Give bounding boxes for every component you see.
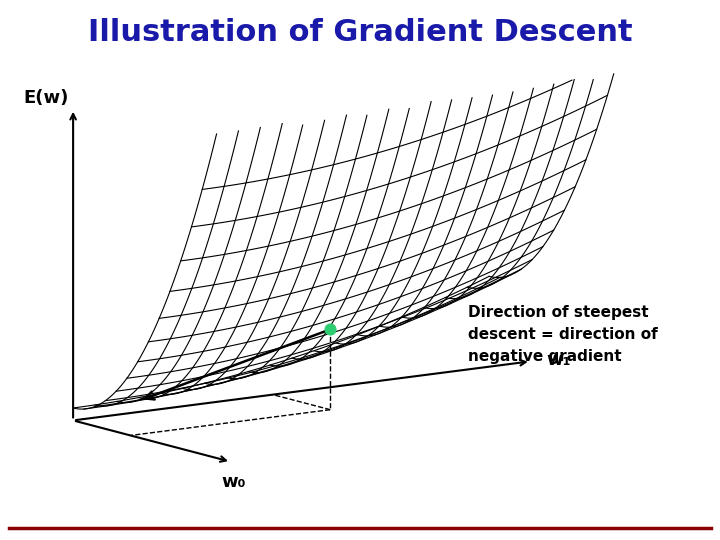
Text: w₁: w₁ — [546, 351, 571, 369]
Point — [325, 325, 336, 334]
Text: Illustration of Gradient Descent: Illustration of Gradient Descent — [88, 17, 632, 46]
Text: Direction of steepest
descent = direction of
negative gradient: Direction of steepest descent = directio… — [467, 305, 657, 364]
Text: w₀: w₀ — [222, 473, 246, 491]
Text: E(w): E(w) — [23, 89, 68, 107]
